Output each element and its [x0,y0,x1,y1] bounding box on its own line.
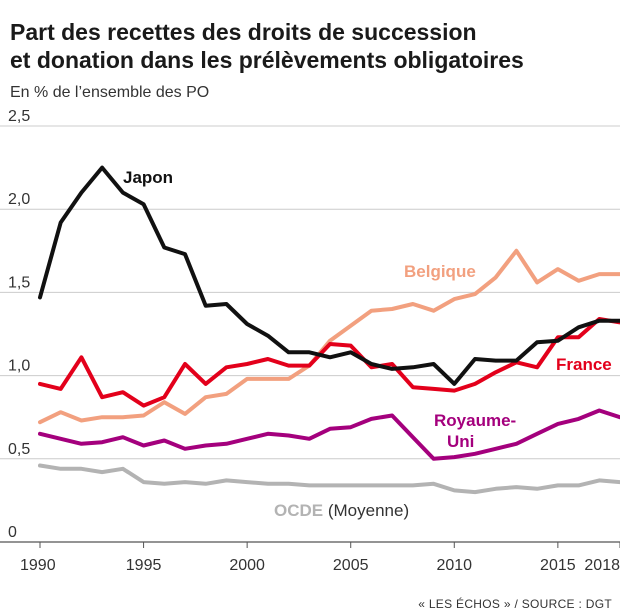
series-label-japon: Japon [123,168,173,187]
series-label-royaume-uni: Uni [447,432,474,451]
series-line-france [38,317,620,408]
series-label-ocde-moyenne: OCDE (Moyenne) [274,501,409,520]
x-tick-label: 2015 [540,557,576,574]
y-axis-tick-labels: 0 0,5 1,0 1,5 2,0 2,5 [8,108,30,541]
series-line-royaume-uni [38,408,620,461]
y-tick-label: 0,5 [8,441,30,458]
series-label-france: France [556,355,612,374]
y-tick-label: 2,0 [8,191,30,208]
series-label-belgique: Belgique [404,262,476,281]
x-tick-label: 1995 [126,557,162,574]
x-tick-label: 2005 [333,557,369,574]
x-axis-tick-labels: 1990 1995 2000 2005 2010 2015 2018 [20,542,620,574]
chart-title: Part des recettes des droits de successi… [10,18,610,74]
chart-title-line2: et donation dans les prélèvements obliga… [10,47,524,73]
series-line-japon [38,165,620,386]
series-labels: Japon Belgique France Royaume- Uni OCDE (Moye… [123,168,612,520]
y-tick-label: 1,0 [8,358,30,375]
y-tick-label: 0 [8,524,17,541]
source-note: « LES ÉCHOS » / SOURCE : DGT [418,597,612,611]
chart-subtitle: En % de l’ensemble des PO [10,84,210,101]
x-tick-label: 2000 [229,557,265,574]
x-tick-label: 1990 [20,557,56,574]
gridlines [0,125,620,543]
series-label-royaume-uni: Royaume- [434,411,516,430]
series-line-ocde-moyenne [38,463,620,495]
chart-title-line1: Part des recettes des droits de successi… [10,19,477,45]
x-tick-label: 2010 [436,557,472,574]
series-lines [38,165,620,495]
y-tick-label: 1,5 [8,274,30,291]
series-line-belgique [38,248,620,425]
y-tick-label: 2,5 [8,108,30,125]
x-tick-label: 2018 [584,557,620,574]
